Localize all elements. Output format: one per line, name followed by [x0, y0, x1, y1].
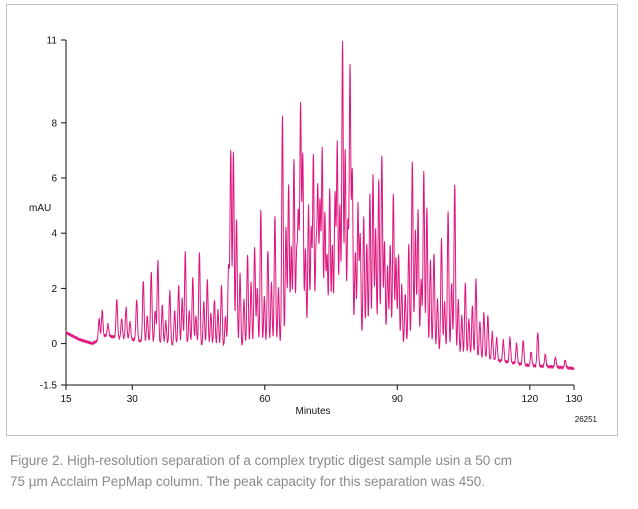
x-tick-label: 30 — [127, 394, 139, 405]
x-tick-label: 60 — [259, 394, 271, 405]
y-axis-title: mAU — [29, 203, 51, 214]
caption-line: 75 µm Acclaim PepMap column. The peak ca… — [10, 474, 486, 489]
y-tick-label: -1.5 — [40, 381, 58, 392]
figure-caption: Figure 2. High-resolution separation of … — [10, 450, 630, 492]
figure-id-label: 26251 — [575, 415, 598, 424]
y-tick-label: 11 — [47, 36, 58, 47]
y-tick-label: 4 — [51, 229, 57, 240]
y-tick-label: 8 — [51, 118, 57, 129]
y-tick-label: 2 — [51, 284, 57, 295]
chromatogram-trace — [65, 40, 575, 371]
x-tick-label: 120 — [521, 394, 538, 405]
x-tick-label: 130 — [566, 394, 583, 405]
x-tick-label: 15 — [60, 394, 72, 405]
y-tick-label: 6 — [51, 174, 57, 185]
x-axis-title: Minutes — [295, 406, 330, 417]
figure-frame: -1.5 0 2 4 6 8 11 15 30 60 90 120 130 mAU Minutes 26… — [6, 4, 618, 436]
x-tick-label: 90 — [392, 394, 404, 405]
chromatogram-chart: -1.5 0 2 4 6 8 11 15 30 60 90 120 130 mAU Minutes 26… — [29, 36, 598, 425]
caption-line: Figure 2. High-resolution separation of … — [10, 453, 512, 468]
y-tick-label: 0 — [51, 339, 57, 350]
